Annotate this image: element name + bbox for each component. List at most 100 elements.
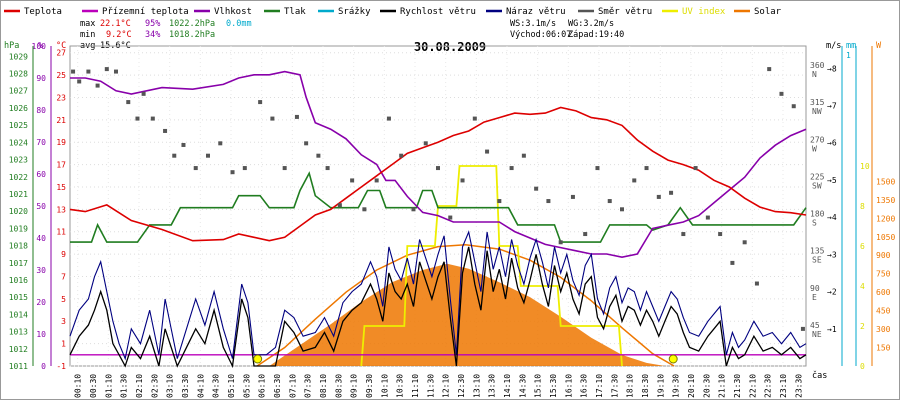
- pressure-tick-label: 1021: [9, 190, 28, 199]
- wind-direction-point: [583, 232, 588, 237]
- pressure-tick-label: 1017: [9, 259, 28, 268]
- wind-direction-point: [181, 142, 186, 147]
- time-tick-label: 01:30: [120, 374, 129, 398]
- temp-tick-label: 19: [56, 138, 66, 147]
- wind-direction-point: [767, 67, 772, 72]
- wind-direction-point: [705, 215, 710, 220]
- pressure-tick-label: 1012: [9, 345, 28, 354]
- precip-unit: mm: [846, 41, 856, 51]
- temp-tick-label: 21: [56, 116, 66, 125]
- wind-speed-tick-label: →4: [827, 213, 837, 222]
- wind-speed-tick-label: →2: [827, 288, 837, 297]
- pressure-tick-label: 1015: [9, 293, 28, 302]
- legend-label: Tlak: [284, 7, 306, 17]
- legend-item: Teplota: [4, 7, 62, 17]
- wind-direction-point: [163, 128, 168, 133]
- solar-tick-label: 1050: [876, 233, 895, 242]
- legend-label: Přízemní teplota: [102, 7, 189, 17]
- wind-direction-point: [270, 116, 275, 121]
- uv-tick-label: 0: [860, 362, 865, 371]
- legend-label: UV index: [682, 7, 726, 17]
- temp-tick-label: 15: [56, 183, 66, 192]
- time-tick-label: 17:10: [595, 374, 604, 398]
- temp-tick-label: 1: [61, 340, 66, 349]
- pressure-tick-label: 1024: [9, 138, 28, 147]
- pressure-tick-label: 1022: [9, 173, 28, 182]
- solar-tick-label: 300: [876, 325, 891, 334]
- time-tick-label: 14:30: [518, 374, 527, 398]
- wind-direction-point: [126, 100, 131, 105]
- precip-tick-label: 1: [846, 51, 851, 60]
- wind-direction-point: [779, 91, 784, 96]
- series-wind-gust-line: [69, 230, 807, 361]
- wind-direction-point: [337, 203, 342, 208]
- wind-direction-tick-label: 225: [810, 172, 825, 181]
- humidity-tick-label: 70: [36, 138, 46, 147]
- left-axes: -113579111315171921232527010203040506070…: [9, 42, 66, 371]
- pressure-tick-label: 1013: [9, 328, 28, 337]
- time-tick-label: 05:10: [227, 374, 236, 398]
- legend-label: Náraz větru: [506, 7, 566, 17]
- wind-direction-point: [399, 153, 404, 158]
- legend-label: Solar: [754, 7, 782, 17]
- time-tick-label: 23:30: [794, 374, 803, 398]
- time-tick-label: 00:30: [89, 374, 98, 398]
- sunrise-time: Východ:06:07: [510, 30, 571, 40]
- time-tick-label: 06:10: [258, 374, 267, 398]
- time-tick-label: 01:10: [104, 374, 113, 398]
- humidity-tick-label: 10: [36, 330, 46, 339]
- humidity-tick-label: 40: [36, 234, 46, 243]
- stats-max-label: max: [80, 19, 95, 29]
- wind-direction-point: [77, 79, 82, 84]
- pressure-tick-label: 1020: [9, 207, 28, 216]
- time-tick-label: 02:30: [150, 374, 159, 398]
- legend-item: Přízemní teplota: [82, 7, 189, 17]
- series-uv-line: [360, 165, 623, 367]
- wind-direction-point: [718, 232, 723, 237]
- pressure-tick-label: 1011: [9, 362, 28, 371]
- stats-max-pressure: 1022.2hPa: [169, 19, 215, 29]
- temp-tick-label: 27: [56, 49, 66, 58]
- solar-tick-label: 1200: [876, 214, 895, 223]
- wind-direction-point: [230, 170, 235, 175]
- wind-direction-point: [374, 178, 379, 183]
- humidity-tick-label: 100: [32, 42, 47, 51]
- wind-direction-point: [282, 166, 287, 171]
- wind-direction-point: [521, 153, 526, 158]
- humidity-tick-label: 0: [41, 362, 46, 371]
- time-tick-label: 09:30: [365, 374, 374, 398]
- wind-direction-point: [218, 141, 223, 146]
- humidity-tick-label: 80: [36, 106, 46, 115]
- time-tick-label: 17:30: [610, 374, 619, 398]
- wind-direction-tick-label: SW: [812, 181, 822, 190]
- wind-direction-tick-label: N: [812, 70, 817, 79]
- series-pressure-line: [70, 171, 807, 243]
- temp-tick-label: -1: [56, 362, 66, 371]
- time-tick-label: 08:10: [319, 374, 328, 398]
- wind-direction-point: [294, 114, 299, 119]
- wind-speed-tick-label: →7: [827, 102, 837, 111]
- stats-min-pressure: 1018.2hPa: [169, 30, 215, 40]
- wind-direction-point: [71, 69, 76, 74]
- solar-tick-label: 600: [876, 288, 891, 297]
- wind-direction-point: [95, 83, 100, 88]
- pressure-tick-label: 1023: [9, 156, 28, 165]
- temp-tick-label: 11: [56, 228, 66, 237]
- wind-direction-point: [669, 190, 674, 195]
- wind-direction-point: [472, 116, 477, 121]
- wind-direction-point: [193, 166, 198, 171]
- solar-tick-label: 1350: [876, 196, 895, 205]
- legend-item: Vlhkost: [194, 7, 252, 17]
- wind-direction-tick-label: W: [812, 144, 817, 153]
- time-tick-label: 16:10: [564, 374, 573, 398]
- wind-direction-tick-label: 315: [810, 98, 825, 107]
- solar-tick-label: 900: [876, 251, 891, 260]
- time-tick-label: 08:30: [334, 374, 343, 398]
- wind-direction-point: [607, 199, 612, 204]
- series-solar-theoretical-line: [256, 244, 675, 367]
- legend-label: Teplota: [24, 7, 62, 17]
- wind-direction-point: [497, 199, 502, 204]
- wind-direction-point: [656, 194, 661, 199]
